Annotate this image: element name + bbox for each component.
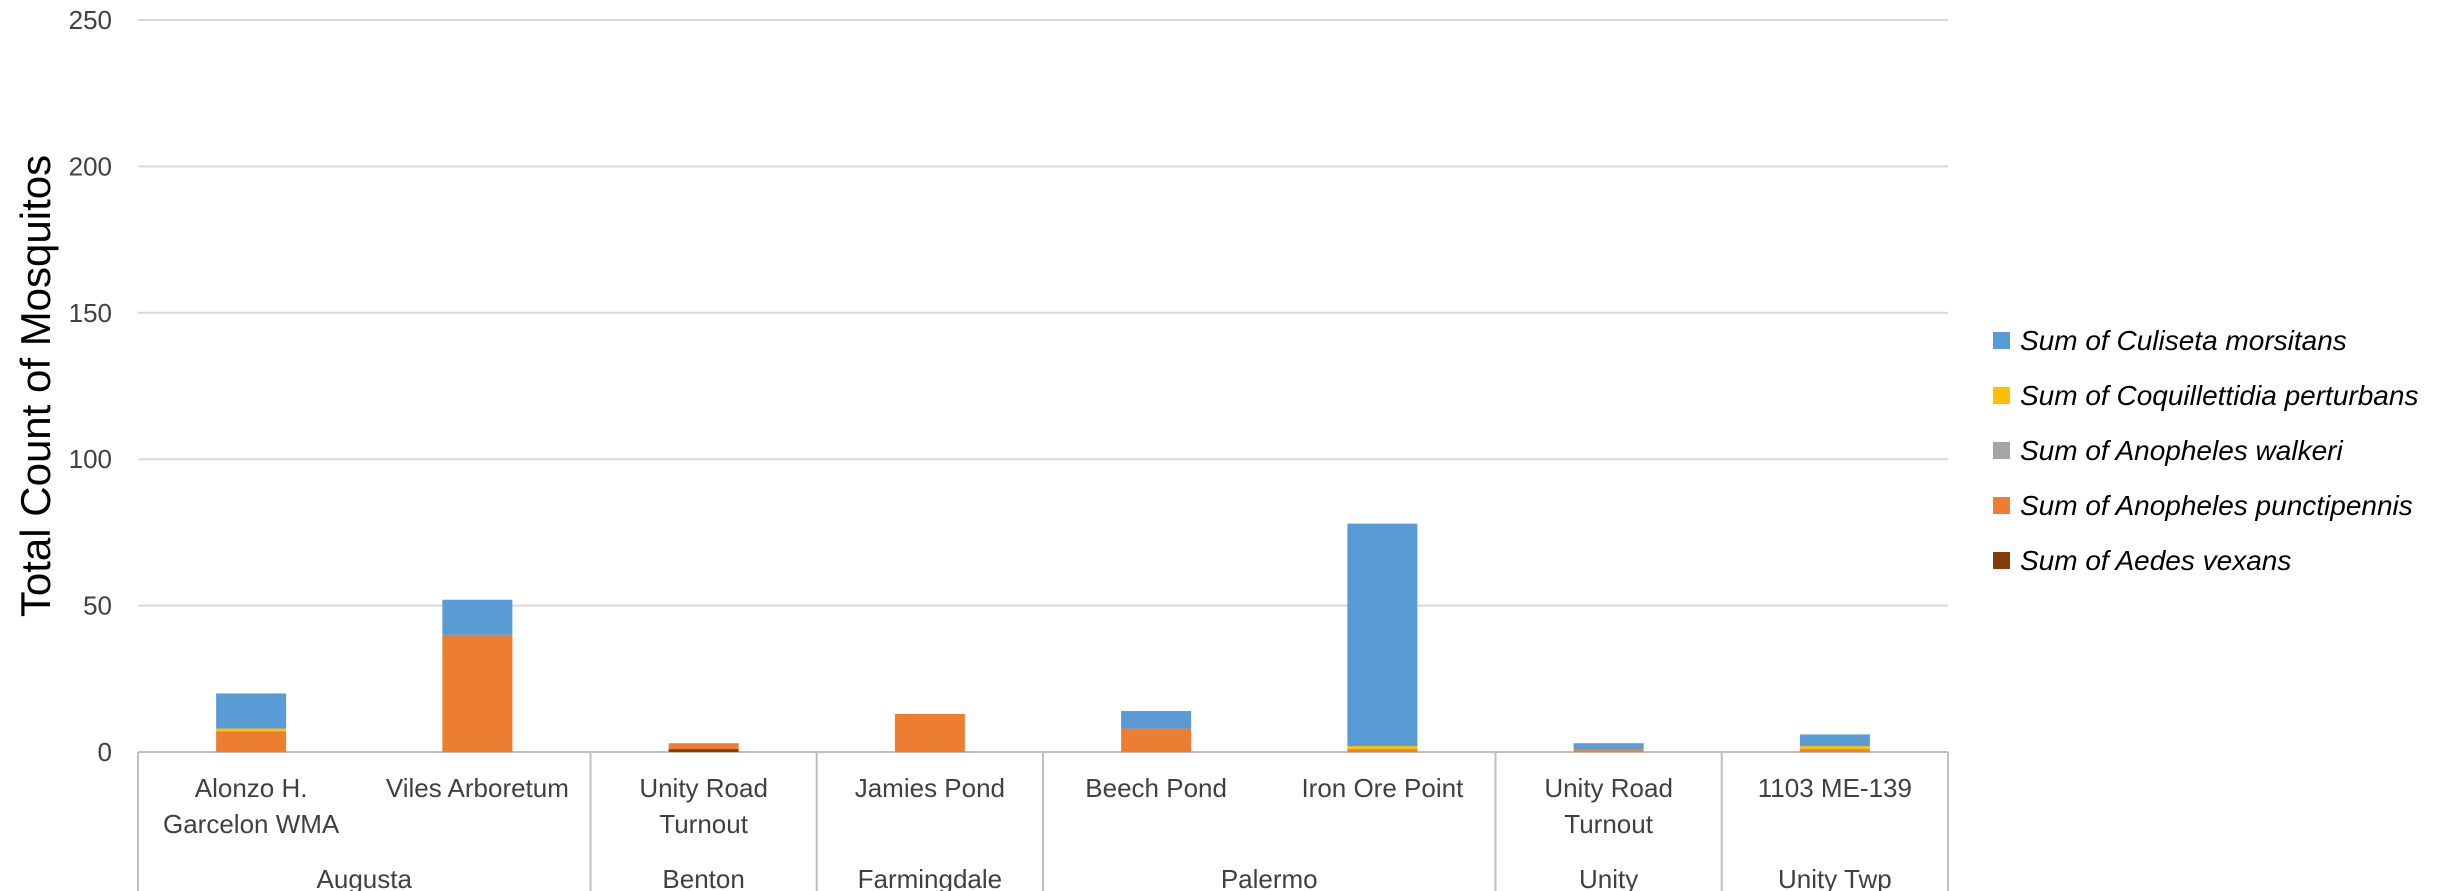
legend-swatch [1993,497,2010,514]
x-tick-label: Viles Arboretum [386,773,569,803]
bar-segment [1121,728,1192,752]
x-tick-label: Unity Road Turnout [639,773,768,839]
x-group-label: Palermo [1221,864,1318,891]
legend-swatch [1993,442,2010,459]
bar-segment [442,599,513,635]
bar-segment [668,749,739,752]
x-axis: Alonzo H. Garcelon WMA Viles Arboretum Unit… [137,752,1949,891]
x-group-label: Augusta [317,864,413,891]
y-tick-label: 250 [69,5,112,35]
bar-segment [1799,746,1870,750]
x-tick-label: Unity Road Turnout [1544,773,1673,839]
bar-segment [668,743,739,750]
bar-segment [1121,711,1192,729]
legend-entry: Sum of Culiseta morsitans [2020,325,2347,356]
x-tick-label: 1103 ME-139 [1758,773,1912,803]
bar-segment [1347,746,1418,750]
bar-segment [442,634,513,752]
y-tick-label: 100 [69,444,112,474]
legend-swatch [1993,387,2010,404]
y-axis-ticks: 0 50 100 150 200 250 [69,5,112,767]
y-tick-label: 200 [69,151,112,181]
bar-segment [1347,749,1418,752]
legend-swatch [1993,552,2010,569]
x-group-label: Unity Twp [1778,864,1892,891]
y-axis-label: Total Count of Mosquitos [12,155,59,617]
bar-segment [216,728,287,732]
legend-entry: Sum of Anopheles punctipennis [2020,490,2413,521]
bar-segment [1347,523,1418,747]
bar-segment [1799,749,1870,752]
legend: Sum of Culiseta morsitans Sum of Coquille… [1993,325,2418,576]
y-tick-label: 0 [98,737,112,767]
x-group-label: Benton [662,864,744,891]
x-group-label: Unity [1579,864,1638,891]
gridlines [138,19,1948,753]
x-tick-label: Beech Pond [1085,773,1227,803]
x-tick-label: Alonzo H. Garcelon WMA [163,773,340,839]
legend-entry: Sum of Coquillettidia perturbans [2020,380,2418,411]
bar-segment [1573,749,1644,752]
bar-segment [216,693,287,729]
legend-entry: Sum of Aedes vexans [2020,545,2291,576]
y-tick-label: 50 [83,591,112,621]
bars [216,523,1870,752]
x-tick-label: Jamies Pond [855,773,1005,803]
x-tick-label: Iron Ore Point [1301,773,1464,803]
x-group-label: Farmingdale [858,864,1003,891]
legend-swatch [1993,332,2010,349]
bar-segment [894,713,965,752]
bar-segment [216,731,287,752]
y-tick-label: 150 [69,298,112,328]
bar-segment [1573,743,1644,750]
legend-entry: Sum of Anopheles walkeri [2020,435,2343,466]
bar-segment [1799,734,1870,747]
